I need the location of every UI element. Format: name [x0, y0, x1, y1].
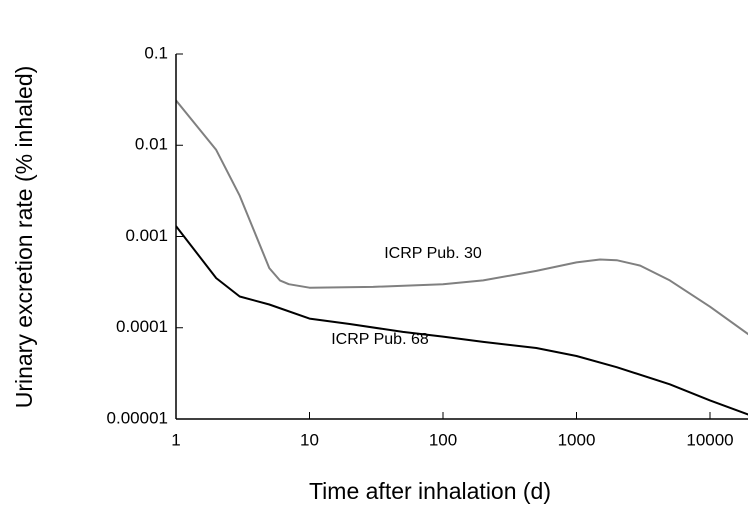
y-axis-title: Urinary excretion rate (% inhaled) — [11, 66, 37, 409]
series-line — [176, 225, 748, 416]
x-tick-label: 10 — [300, 430, 319, 449]
y-tick-label: 0.00001 — [107, 408, 168, 427]
x-tick-label: 100 — [429, 430, 457, 449]
plot-area — [176, 99, 748, 416]
series-annotation: ICRP Pub. 68 — [331, 331, 429, 348]
y-tick-label: 0.001 — [125, 226, 168, 245]
y-tick-label: 0.0001 — [116, 317, 168, 336]
series-line — [176, 99, 748, 336]
y-tick-label: 0.1 — [144, 43, 168, 62]
series-annotation: ICRP Pub. 30 — [384, 245, 482, 262]
x-axis-title: Time after inhalation (d) — [309, 478, 551, 504]
y-tick-label: 0.01 — [135, 135, 168, 154]
x-tick-label: 1000 — [558, 430, 596, 449]
x-tick-label: 1 — [171, 430, 180, 449]
x-tick-label: 10000 — [686, 430, 733, 449]
